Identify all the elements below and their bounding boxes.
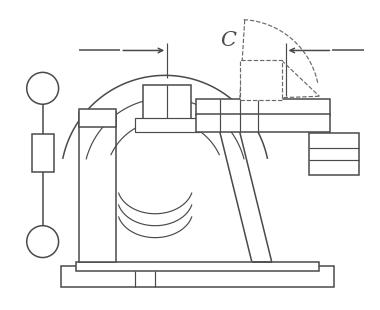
Bar xyxy=(240,60,282,100)
Bar xyxy=(76,262,320,272)
Text: C: C xyxy=(220,31,236,50)
Circle shape xyxy=(27,72,59,104)
Bar xyxy=(79,112,116,262)
Bar xyxy=(135,118,199,132)
Bar xyxy=(79,109,116,127)
Bar xyxy=(196,99,330,115)
Bar xyxy=(309,133,359,175)
Circle shape xyxy=(27,226,59,258)
Bar xyxy=(196,114,330,132)
Bar xyxy=(32,134,54,172)
Bar xyxy=(60,265,334,287)
Bar xyxy=(143,85,191,120)
